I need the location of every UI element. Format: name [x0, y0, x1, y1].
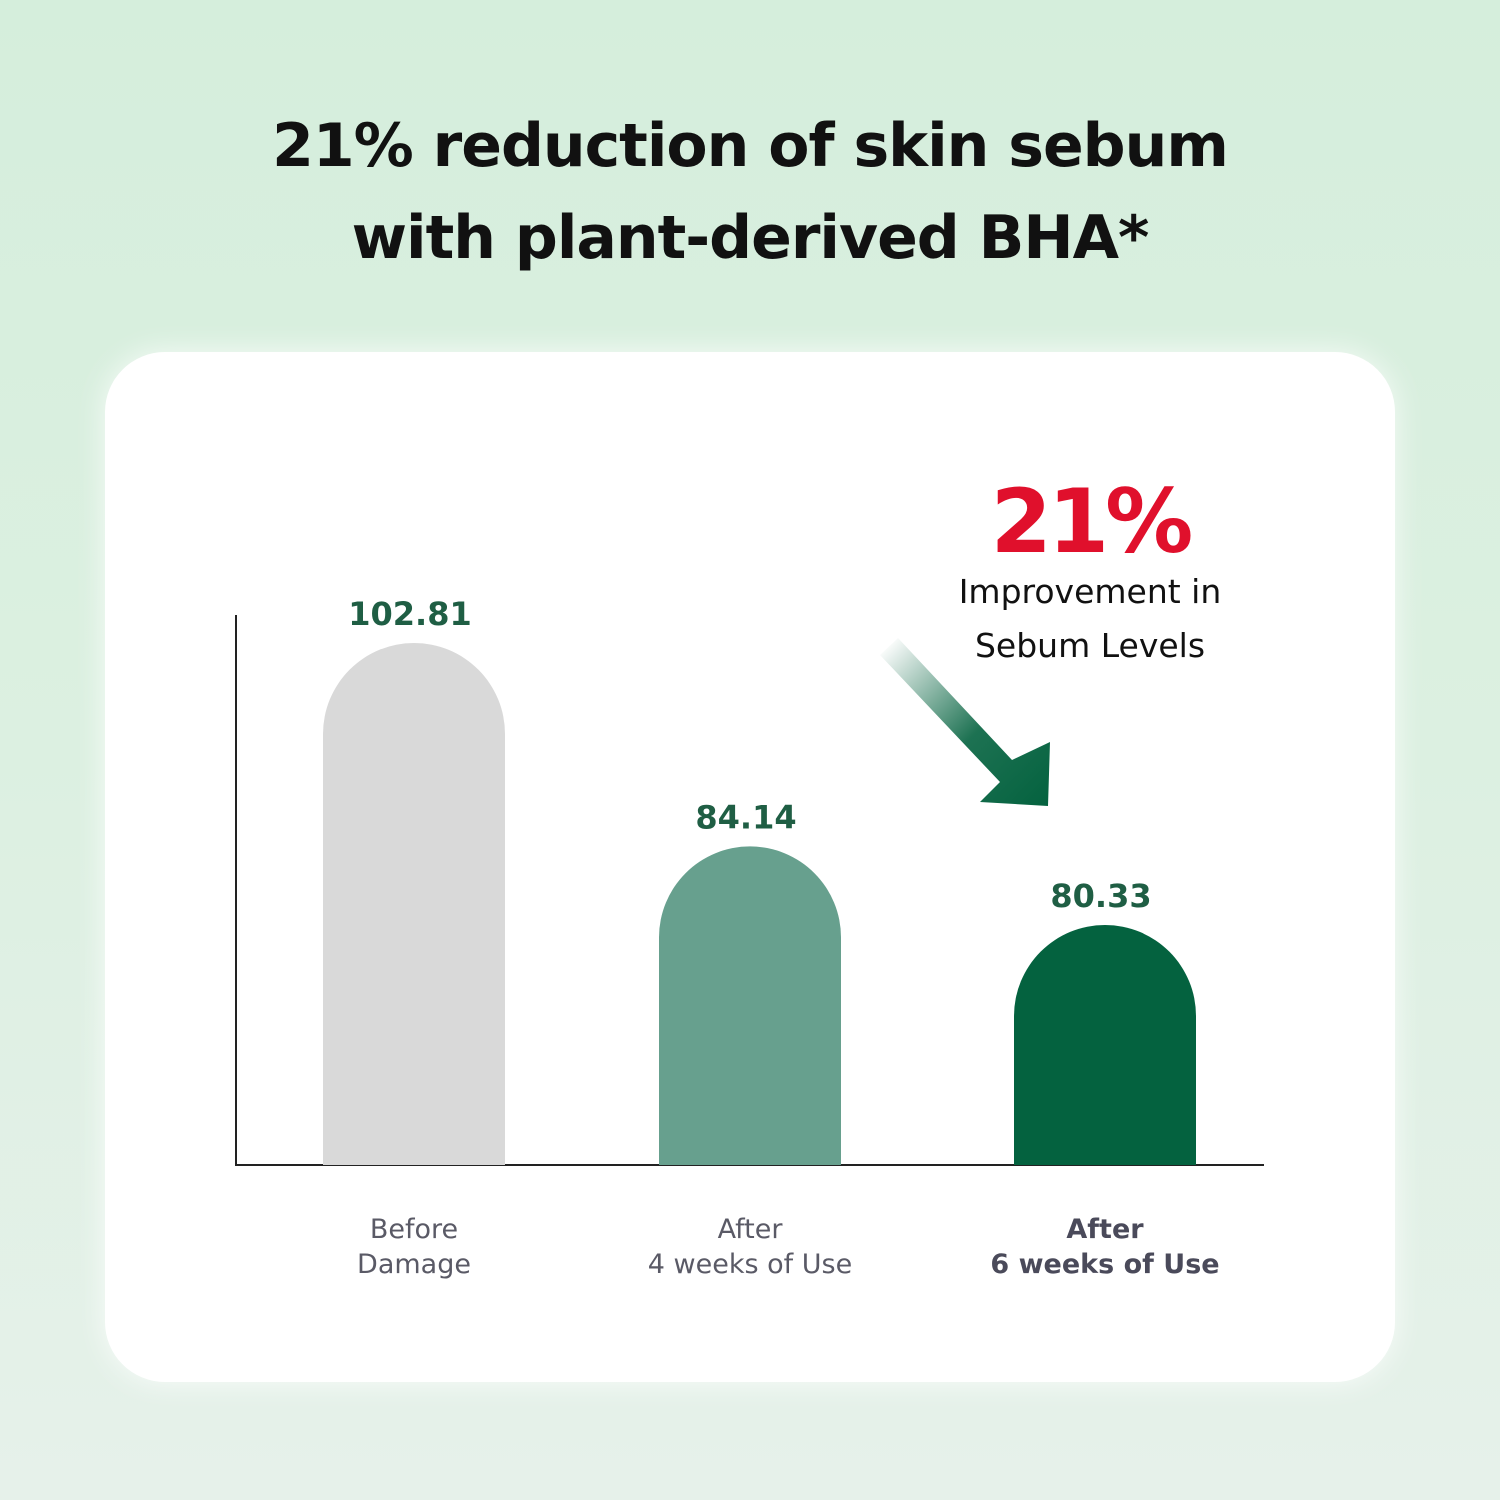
bar-3	[1014, 925, 1196, 1165]
callout-line-1: Improvement in	[958, 572, 1222, 611]
category-label: After	[718, 1214, 784, 1245]
callout-line-2: Sebum Levels	[974, 626, 1206, 665]
title-line-1: 21% reduction of skin sebum	[272, 111, 1229, 181]
data-label: 80.33	[1050, 877, 1151, 915]
data-label: 102.81	[348, 595, 471, 633]
callout-text: Improvement in Sebum Levels	[920, 565, 1260, 673]
title-line-2: with plant-derived BHA*	[351, 203, 1150, 273]
category-label: Before	[370, 1214, 458, 1245]
arrow-down-right-icon	[880, 638, 1050, 806]
category-label: Damage	[357, 1249, 471, 1280]
page-title: 21% reduction of skin sebum with plant-d…	[0, 100, 1500, 284]
bar-1	[323, 643, 505, 1165]
category-label: After	[1066, 1214, 1144, 1245]
bar-2	[659, 846, 841, 1165]
callout-value: 21%	[990, 470, 1194, 573]
data-label: 84.14	[695, 798, 796, 836]
category-label: 6 weeks of Use	[990, 1249, 1219, 1280]
category-label: 4 weeks of Use	[648, 1249, 852, 1280]
